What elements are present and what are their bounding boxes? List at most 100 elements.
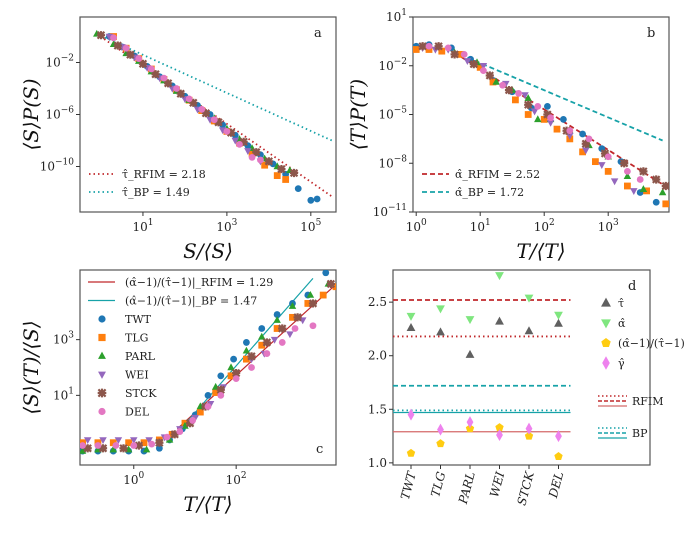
data-point xyxy=(130,442,138,449)
series-triangle-up xyxy=(406,316,563,358)
data-point xyxy=(277,164,286,174)
x-plus-mark xyxy=(138,59,148,68)
series-del xyxy=(425,42,644,183)
x-plus-mark xyxy=(326,279,336,289)
data-point xyxy=(181,421,189,429)
x-plus-mark xyxy=(278,324,287,333)
tick-exponent: −11 xyxy=(388,203,407,213)
data-point xyxy=(630,188,638,195)
x-plus-mark xyxy=(98,444,108,453)
data-point xyxy=(598,145,606,153)
data-point xyxy=(465,316,475,325)
data-point xyxy=(434,42,443,51)
data-point xyxy=(247,352,256,361)
data-point xyxy=(160,74,168,82)
data-point xyxy=(610,178,619,186)
data-point xyxy=(114,437,123,445)
data-point xyxy=(155,438,164,447)
y-tick-label: 2.0 xyxy=(368,349,387,363)
data-point xyxy=(406,448,416,457)
x-plus-mark xyxy=(652,175,661,184)
x-plus-mark xyxy=(289,168,299,178)
data-point xyxy=(189,417,197,424)
x-plus-mark xyxy=(418,42,427,51)
data-point xyxy=(278,339,286,346)
x-plus-mark xyxy=(543,110,552,119)
data-point xyxy=(512,96,519,104)
x-tick-label: WEI xyxy=(487,470,507,499)
data-point xyxy=(579,148,586,156)
data-point xyxy=(307,196,315,204)
data-point xyxy=(113,41,122,50)
data-point xyxy=(581,139,590,148)
data-point xyxy=(151,70,160,79)
x-plus-mark xyxy=(176,89,185,98)
data-point xyxy=(495,316,504,325)
data-point xyxy=(273,325,281,332)
x-tick-label: DEL xyxy=(546,470,567,500)
data-point xyxy=(236,141,243,148)
tick-exponent: 3 xyxy=(68,331,74,341)
data-point xyxy=(554,318,563,327)
data-point xyxy=(291,325,299,332)
data-point xyxy=(496,429,503,441)
data-points xyxy=(93,29,321,204)
data-point xyxy=(598,162,606,169)
data-point xyxy=(582,147,590,155)
data-points xyxy=(413,41,669,208)
y-axis-label: ⟨T⟩P(T) xyxy=(346,79,370,150)
panel-label: d xyxy=(628,279,636,294)
data-point xyxy=(226,128,236,137)
data-point xyxy=(566,132,574,140)
data-point xyxy=(636,176,644,183)
data-point xyxy=(270,336,279,344)
legend: (α̂−1)/(τ̂−1)|_RFIM = 1.29 (α̂−1)/(τ̂−1)|… xyxy=(88,276,273,419)
x-tick-label: STCK xyxy=(514,469,537,507)
data-point xyxy=(543,110,552,119)
tick-exponent: 3 xyxy=(613,218,619,228)
data-point xyxy=(119,444,128,453)
tick-exponent: 1 xyxy=(401,8,407,18)
x-tick-label: PARL xyxy=(456,470,478,506)
legend-label: WEI xyxy=(125,369,149,382)
data-point xyxy=(142,445,151,453)
data-point xyxy=(293,313,302,322)
data-point xyxy=(652,198,660,206)
data-point xyxy=(248,154,256,161)
x-tick-label: 105 xyxy=(300,218,321,234)
legend-marker xyxy=(97,388,107,398)
y-axis-label: ⟨S⟩P(S) xyxy=(19,78,43,150)
x-plus-mark xyxy=(639,167,648,176)
y-tick-label: 1.0 xyxy=(368,456,387,470)
data-point xyxy=(176,89,185,98)
x-tick-label: 102 xyxy=(534,218,555,234)
x-plus-mark xyxy=(620,159,629,168)
data-point xyxy=(604,153,612,161)
x-plus-mark xyxy=(170,430,179,439)
x-plus-mark xyxy=(96,31,106,40)
data-point xyxy=(212,389,220,396)
legend-marker xyxy=(98,407,106,416)
data-point xyxy=(480,67,487,75)
data-point xyxy=(313,195,321,203)
data-point xyxy=(304,300,312,307)
tick-exponent: 3 xyxy=(232,218,238,228)
data-point xyxy=(406,323,416,332)
y-tick-label: 10−2 xyxy=(45,54,74,70)
legend-label: (α̂−1)/(τ̂−1)|_RFIM = 1.29 xyxy=(125,276,273,290)
tick-exponent: 1 xyxy=(148,218,154,228)
data-point xyxy=(306,290,315,298)
data-point xyxy=(624,182,631,190)
y-tick-label: 101 xyxy=(53,386,74,402)
data-point xyxy=(492,77,500,85)
data-point xyxy=(242,346,251,354)
x-plus-mark xyxy=(661,181,669,191)
data-point xyxy=(560,115,567,123)
data-point xyxy=(140,439,148,447)
x-plus-mark xyxy=(231,368,241,378)
tick-base: 10 xyxy=(534,220,549,234)
data-point xyxy=(273,311,281,318)
data-point xyxy=(223,127,231,135)
data-point xyxy=(309,322,317,330)
x-plus-mark xyxy=(97,388,107,398)
